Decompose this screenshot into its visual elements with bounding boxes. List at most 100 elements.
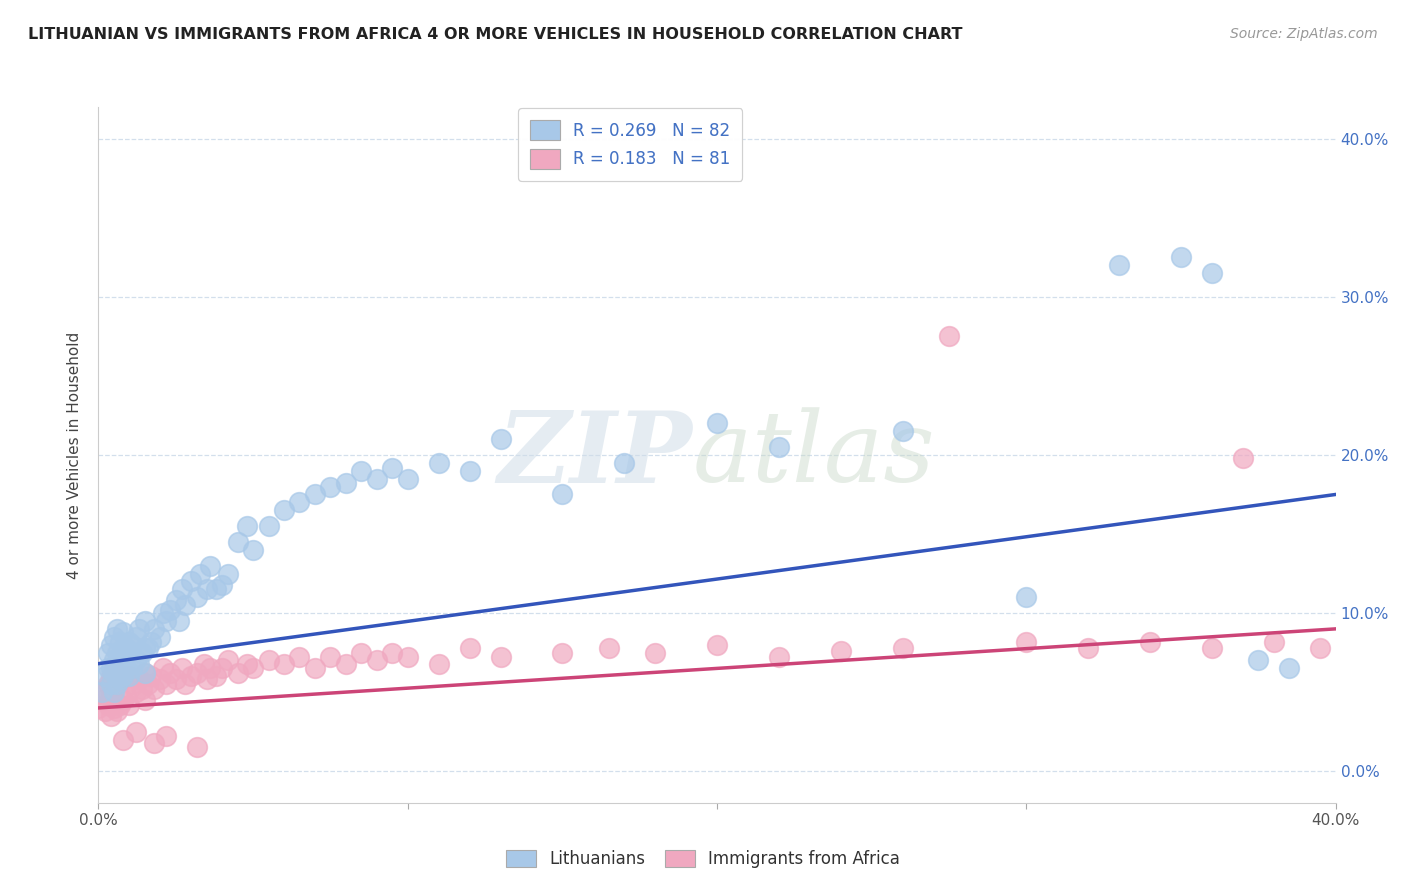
- Point: [124, 630, 146, 644]
- Point: [257, 519, 280, 533]
- Point: [118, 669, 141, 683]
- Point: [97, 677, 120, 691]
- Point: [335, 476, 357, 491]
- Point: [152, 661, 174, 675]
- Point: [121, 661, 143, 675]
- Point: [1263, 634, 1285, 648]
- Point: [1309, 640, 1331, 655]
- Point: [273, 657, 295, 671]
- Point: [103, 661, 125, 675]
- Point: [891, 640, 914, 655]
- Point: [112, 669, 135, 683]
- Point: [87, 701, 110, 715]
- Point: [134, 693, 156, 707]
- Point: [100, 688, 122, 702]
- Point: [155, 614, 177, 628]
- Point: [427, 657, 450, 671]
- Point: [288, 650, 311, 665]
- Point: [103, 666, 125, 681]
- Point: [112, 640, 135, 655]
- Point: [381, 460, 404, 475]
- Point: [193, 657, 215, 671]
- Point: [205, 669, 228, 683]
- Point: [103, 653, 125, 667]
- Point: [112, 669, 135, 683]
- Point: [155, 677, 177, 691]
- Point: [159, 666, 181, 681]
- Point: [121, 677, 143, 691]
- Point: [93, 704, 115, 718]
- Point: [170, 661, 193, 675]
- Point: [103, 630, 125, 644]
- Point: [198, 661, 221, 675]
- Point: [706, 417, 728, 431]
- Point: [103, 685, 125, 699]
- Point: [319, 650, 342, 665]
- Point: [108, 673, 131, 687]
- Y-axis label: 4 or more Vehicles in Household: 4 or more Vehicles in Household: [67, 331, 83, 579]
- Point: [335, 657, 357, 671]
- Point: [167, 614, 190, 628]
- Point: [108, 634, 131, 648]
- Point: [112, 693, 135, 707]
- Point: [288, 495, 311, 509]
- Point: [551, 646, 574, 660]
- Point: [93, 669, 115, 683]
- Point: [105, 622, 128, 636]
- Point: [124, 724, 146, 739]
- Point: [768, 650, 790, 665]
- Point: [236, 657, 259, 671]
- Point: [1108, 258, 1130, 272]
- Point: [174, 598, 197, 612]
- Point: [211, 577, 233, 591]
- Point: [97, 646, 120, 660]
- Point: [195, 673, 218, 687]
- Point: [100, 638, 122, 652]
- Point: [112, 625, 135, 640]
- Point: [551, 487, 574, 501]
- Point: [891, 424, 914, 438]
- Point: [152, 606, 174, 620]
- Point: [131, 646, 153, 660]
- Point: [458, 464, 481, 478]
- Point: [105, 677, 128, 691]
- Point: [108, 653, 131, 667]
- Point: [304, 487, 326, 501]
- Text: LITHUANIAN VS IMMIGRANTS FROM AFRICA 4 OR MORE VEHICLES IN HOUSEHOLD CORRELATION: LITHUANIAN VS IMMIGRANTS FROM AFRICA 4 O…: [28, 27, 963, 42]
- Point: [396, 650, 419, 665]
- Point: [217, 566, 239, 581]
- Point: [100, 677, 122, 691]
- Point: [97, 661, 120, 675]
- Point: [139, 669, 162, 683]
- Point: [1201, 266, 1223, 280]
- Point: [100, 669, 122, 683]
- Point: [115, 688, 138, 702]
- Point: [613, 456, 636, 470]
- Point: [124, 685, 146, 699]
- Point: [304, 661, 326, 675]
- Point: [458, 640, 481, 655]
- Point: [1139, 634, 1161, 648]
- Point: [186, 591, 208, 605]
- Point: [112, 732, 135, 747]
- Text: ZIP: ZIP: [498, 407, 692, 503]
- Point: [205, 582, 228, 597]
- Point: [118, 698, 141, 712]
- Point: [131, 681, 153, 696]
- Point: [598, 640, 620, 655]
- Point: [128, 673, 150, 687]
- Point: [112, 657, 135, 671]
- Point: [90, 685, 112, 699]
- Point: [366, 653, 388, 667]
- Point: [149, 630, 172, 644]
- Point: [1077, 640, 1099, 655]
- Point: [103, 681, 125, 696]
- Point: [226, 534, 249, 549]
- Point: [134, 640, 156, 655]
- Point: [165, 593, 187, 607]
- Point: [180, 574, 202, 589]
- Point: [143, 622, 166, 636]
- Point: [103, 701, 125, 715]
- Point: [1015, 634, 1038, 648]
- Point: [105, 677, 128, 691]
